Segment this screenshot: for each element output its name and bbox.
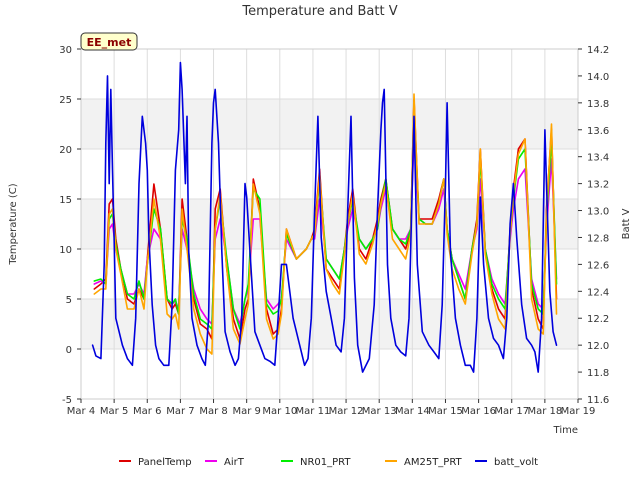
legend-label: PanelTemp [138,457,192,468]
x-tick-label: Mar 17 [494,406,529,417]
y2-tick-label: 14.2 [587,45,609,56]
y-tick-label: 20 [59,145,72,156]
legend-label: batt_volt [494,457,538,468]
y2-tick-label: 13.0 [587,207,609,218]
y-tick-label: 30 [59,45,72,56]
x-tick-label: Mar 6 [133,406,161,417]
x-tick-label: Mar 19 [561,406,596,417]
station-badge: EE_met [80,32,138,51]
y-tick-label: 15 [59,195,72,206]
x-axis-label: Time [553,425,578,436]
y2-tick-label: 12.6 [587,260,609,271]
x-tick-label: Mar 18 [527,406,562,417]
station-badge-text: EE_met [87,36,132,49]
x-tick-label: Mar 4 [67,406,95,417]
legend-item-paneltemp: PanelTemp [119,457,192,468]
plot-frame [80,48,579,400]
y2-tick-label: 12.2 [587,314,609,325]
legend-label: AirT [224,457,245,468]
y2-tick-label: 13.8 [587,99,609,110]
y2-tick-label: 12.0 [587,341,609,352]
band-1 [81,199,578,249]
y2-tick-label: 12.8 [587,233,609,244]
station-badge-box [80,32,138,51]
x-tick-label: Mar 15 [428,406,463,417]
y2-tick-label: 11.6 [587,395,609,406]
y-axis-left: -5 0 5 10 15 20 25 30 [59,45,81,406]
y-axis-right: 11.6 11.8 12.0 12.2 12.4 12.6 12.8 13.0 13.2 13.4… [578,45,609,406]
legend-label: AM25T_PRT [404,457,463,468]
y-axis-label: Temperature (C) [8,183,19,265]
y2-tick-label: 14.0 [587,72,609,83]
y2-axis-label: Batt V [621,208,632,239]
y2-tick-label: 13.2 [587,180,609,191]
x-tick-label: Mar 11 [296,406,331,417]
x-axis: Mar 4 Mar 5 Mar 6 Mar 7 Mar 8 Mar 9 Mar 10Mar … [67,399,596,417]
x-tick-label: Mar 16 [461,406,496,417]
y-tick-label: 5 [66,295,72,306]
x-tick-label: Mar 10 [262,406,297,417]
y-tick-label: -5 [62,395,72,406]
y2-tick-label: 13.6 [587,126,609,137]
x-tick-label: Mar 14 [395,406,430,417]
legend-item-batt-volt: batt_volt [475,457,538,468]
chart-title: Temperature and Batt V [241,4,397,19]
x-tick-label: Mar 9 [232,406,260,417]
legend-item-nr01-prt: NR01_PRT [281,457,351,468]
y-tick-label: 10 [59,245,72,256]
y-tick-label: 0 [66,345,72,356]
y2-tick-label: 12.4 [587,287,609,298]
band-2 [81,99,578,149]
series-layer [91,61,558,373]
series-line-am25t-prt [93,93,558,355]
legend-item-am25t-prt: AM25T_PRT [385,457,463,468]
x-tick-label: Mar 5 [100,406,128,417]
x-tick-label: Mar 13 [362,406,397,417]
legend-item-airt: AirT [205,457,245,468]
x-tick-label: Mar 7 [166,406,194,417]
y2-tick-label: 13.4 [587,153,609,164]
y2-tick-label: 11.8 [587,368,609,379]
x-tick-label: Mar 8 [199,406,227,417]
y-tick-label: 25 [59,95,72,106]
x-tick-label: Mar 12 [329,406,364,417]
series-line-batt-volt [91,61,558,373]
legend-label: NR01_PRT [300,457,351,468]
legend: PanelTemp AirT NR01_PRT AM25T_PRT batt_volt [119,457,538,468]
